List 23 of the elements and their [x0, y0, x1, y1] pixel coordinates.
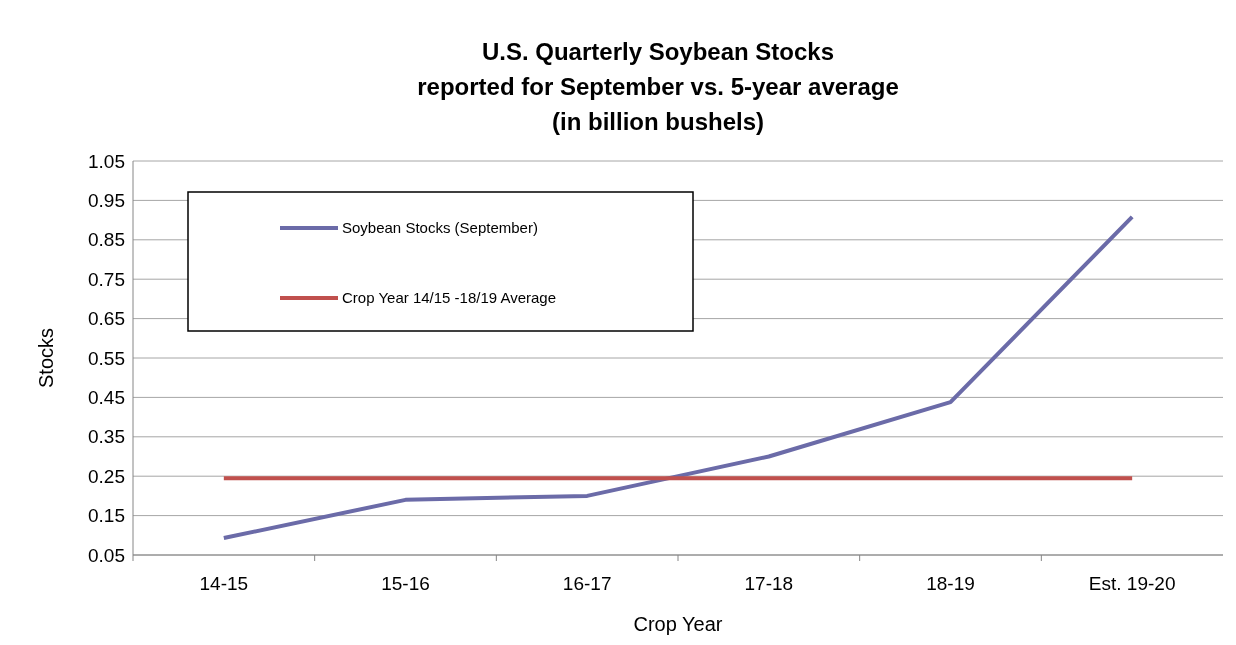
- line-series: [221, 214, 1135, 541]
- y-tick-label: 0.75: [88, 268, 125, 290]
- y-tick-label: 0.45: [88, 387, 125, 409]
- x-tick-label: 17-18: [744, 573, 794, 594]
- x-tick-label: Est. 19-20: [1088, 573, 1176, 594]
- y-tick-label: 0.65: [88, 308, 125, 330]
- legend-label: Crop Year 14/15 -18/19 Average: [342, 289, 557, 307]
- x-tick-label: 14-15: [199, 573, 249, 594]
- x-tick-label: 18-19: [926, 573, 975, 594]
- x-tick-label: 16-17: [562, 573, 612, 594]
- y-tick-label: 0.95: [88, 190, 125, 212]
- y-tick-label: 0.05: [88, 544, 125, 566]
- y-tick-label: 0.85: [88, 229, 125, 251]
- x-axis-title: Crop Year: [633, 613, 723, 635]
- y-tick-label: 1.05: [88, 150, 125, 172]
- y-axis-title: Stocks: [35, 327, 57, 389]
- y-tick-label: 0.25: [88, 465, 125, 487]
- x-tick-label: 15-16: [381, 573, 430, 594]
- chart-title: U.S. Quarterly Soybean Stocks reported for September vs. 5-year average (in billion bushels): [417, 38, 899, 135]
- legend-label: Soybean Stocks (September): [342, 219, 538, 237]
- y-tick-label: 0.55: [88, 347, 125, 369]
- y-tick-label: 0.35: [88, 426, 125, 448]
- y-tick-label: 0.15: [88, 505, 125, 527]
